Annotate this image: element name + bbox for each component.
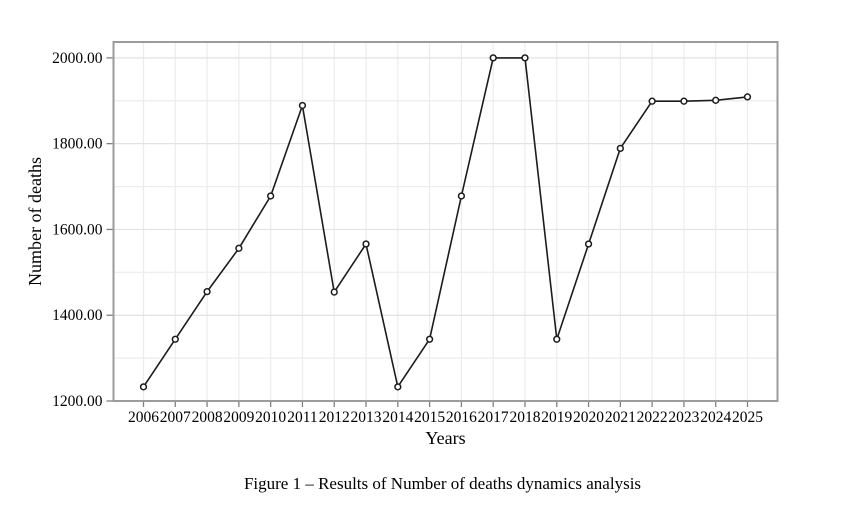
data-point-marker	[203, 287, 211, 296]
data-point-marker	[394, 383, 402, 391]
data-point-marker	[267, 192, 275, 200]
y-tick-label: 1400.00	[52, 307, 103, 324]
data-point-marker	[235, 244, 243, 252]
x-tick-label: 2016	[446, 409, 477, 426]
x-axis-title: Years	[425, 428, 465, 448]
data-point-marker	[425, 335, 434, 343]
data-point-marker	[553, 335, 561, 343]
x-tick-label: 2025	[732, 409, 763, 426]
data-point-marker	[330, 288, 338, 296]
x-tick-label: 2012	[319, 409, 350, 426]
x-tick-label: 2019	[541, 409, 572, 426]
x-tick-label: 2009	[223, 409, 254, 426]
data-point-marker	[362, 240, 370, 248]
y-tick-label: 1200.00	[52, 393, 103, 410]
x-tick-label: 2013	[351, 409, 382, 426]
y-tick-label: 2000.00	[52, 50, 103, 67]
data-line	[142, 57, 748, 388]
data-point-marker	[680, 97, 688, 105]
x-tick-label: 2014	[382, 409, 413, 426]
data-point-marker	[743, 93, 752, 101]
x-tick-label: 2021	[605, 409, 636, 426]
data-point-marker	[457, 192, 466, 200]
data-point-marker	[712, 96, 720, 104]
x-tick-label: 2022	[637, 409, 668, 426]
x-tick-label: 2018	[509, 409, 540, 426]
data-point-marker	[616, 144, 624, 153]
x-tick-label: 2015	[414, 409, 445, 426]
y-axis-title: Number of deaths	[25, 157, 45, 286]
y-tick-label: 1600.00	[52, 221, 103, 238]
data-point-marker	[489, 54, 497, 62]
data-point-marker	[139, 383, 148, 391]
x-tick-label: 2017	[478, 409, 509, 426]
x-tick-label: 2023	[668, 409, 699, 426]
x-tick-label: 2008	[192, 409, 223, 426]
data-point-marker	[521, 54, 529, 62]
x-tick-label: 2010	[255, 409, 286, 426]
plot-border	[112, 41, 779, 402]
x-tick-label: 2011	[287, 409, 317, 426]
data-point-marker	[171, 335, 179, 343]
y-tick-label: 1800.00	[52, 136, 103, 153]
data-point-marker	[648, 97, 656, 105]
x-tick-label: 2006	[128, 409, 159, 426]
data-point-marker	[298, 101, 307, 110]
figure-caption: Figure 1 – Results of Number of deaths d…	[243, 474, 642, 493]
data-point-marker	[584, 240, 593, 248]
x-tick-label: 2007	[160, 409, 191, 426]
x-tick-label: 2024	[700, 409, 731, 426]
x-tick-label: 2020	[573, 409, 604, 426]
